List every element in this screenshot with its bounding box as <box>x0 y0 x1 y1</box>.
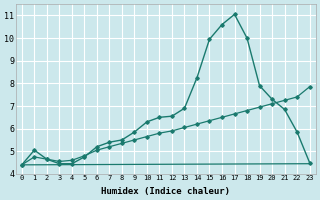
X-axis label: Humidex (Indice chaleur): Humidex (Indice chaleur) <box>101 187 230 196</box>
